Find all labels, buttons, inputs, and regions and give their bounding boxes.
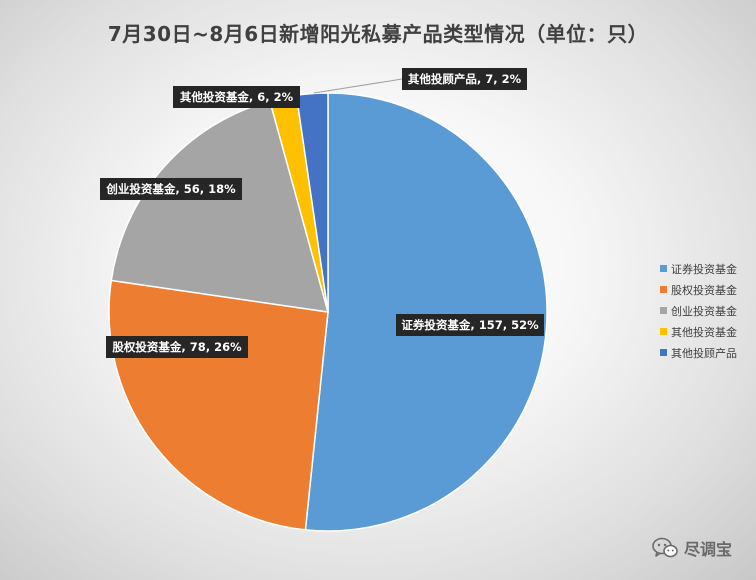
data-label-text: 股权投资基金, 78, 26% [112, 340, 242, 354]
leader-line [313, 78, 403, 94]
data-label-box [100, 178, 242, 200]
legend-swatch [660, 286, 667, 293]
legend-item: 其他投资基金 [660, 321, 737, 342]
legend-swatch [660, 349, 667, 356]
legend-item: 证券投资基金 [660, 258, 737, 279]
legend-label: 其他投顾产品 [671, 346, 737, 360]
legend: 证券投资基金 股权投资基金 创业投资基金 其他投资基金 其他投顾产品 [660, 258, 737, 363]
chart-title: 7月30日~8月6日新增阳光私募产品类型情况（单位：只） [107, 22, 649, 46]
data-label-box [402, 68, 527, 90]
legend-item: 股权投资基金 [660, 279, 737, 300]
data-label-1: 证券投资基金, 157, 52% [396, 314, 544, 336]
legend-label: 股权投资基金 [671, 283, 737, 297]
legend-swatch [660, 307, 667, 314]
data-label-2: 股权投资基金, 78, 26% [106, 336, 248, 358]
legend-item: 其他投顾产品 [660, 342, 737, 363]
data-label-box [173, 86, 300, 108]
wechat-icon [652, 537, 678, 558]
watermark-text: 尽调宝 [683, 540, 732, 559]
data-label-3: 创业投资基金, 56, 18% [100, 178, 242, 200]
data-label-text: 证券投资基金, 157, 52% [401, 318, 539, 332]
data-label-text: 其他投顾产品, 7, 2% [408, 72, 522, 86]
data-label-4: 其他投资基金, 6, 2% [173, 86, 300, 108]
watermark: 尽调宝 [652, 536, 732, 560]
legend-label: 其他投资基金 [671, 325, 737, 339]
legend-swatch [660, 328, 667, 335]
legend-item: 创业投资基金 [660, 300, 737, 321]
pie-slice-3 [110, 99, 330, 313]
data-label-box [396, 314, 544, 336]
legend-label: 创业投资基金 [671, 304, 737, 318]
legend-label: 证券投资基金 [671, 262, 737, 276]
legend-swatch [660, 265, 667, 272]
data-label-box [106, 336, 248, 358]
data-label-text: 其他投资基金, 6, 2% [180, 90, 294, 104]
data-label-5: 其他投顾产品, 7, 2% [402, 68, 527, 90]
pie-slice-1 [304, 92, 548, 532]
data-label-text: 创业投资基金, 56, 18% [105, 182, 236, 196]
pie-slice-2 [108, 279, 329, 531]
